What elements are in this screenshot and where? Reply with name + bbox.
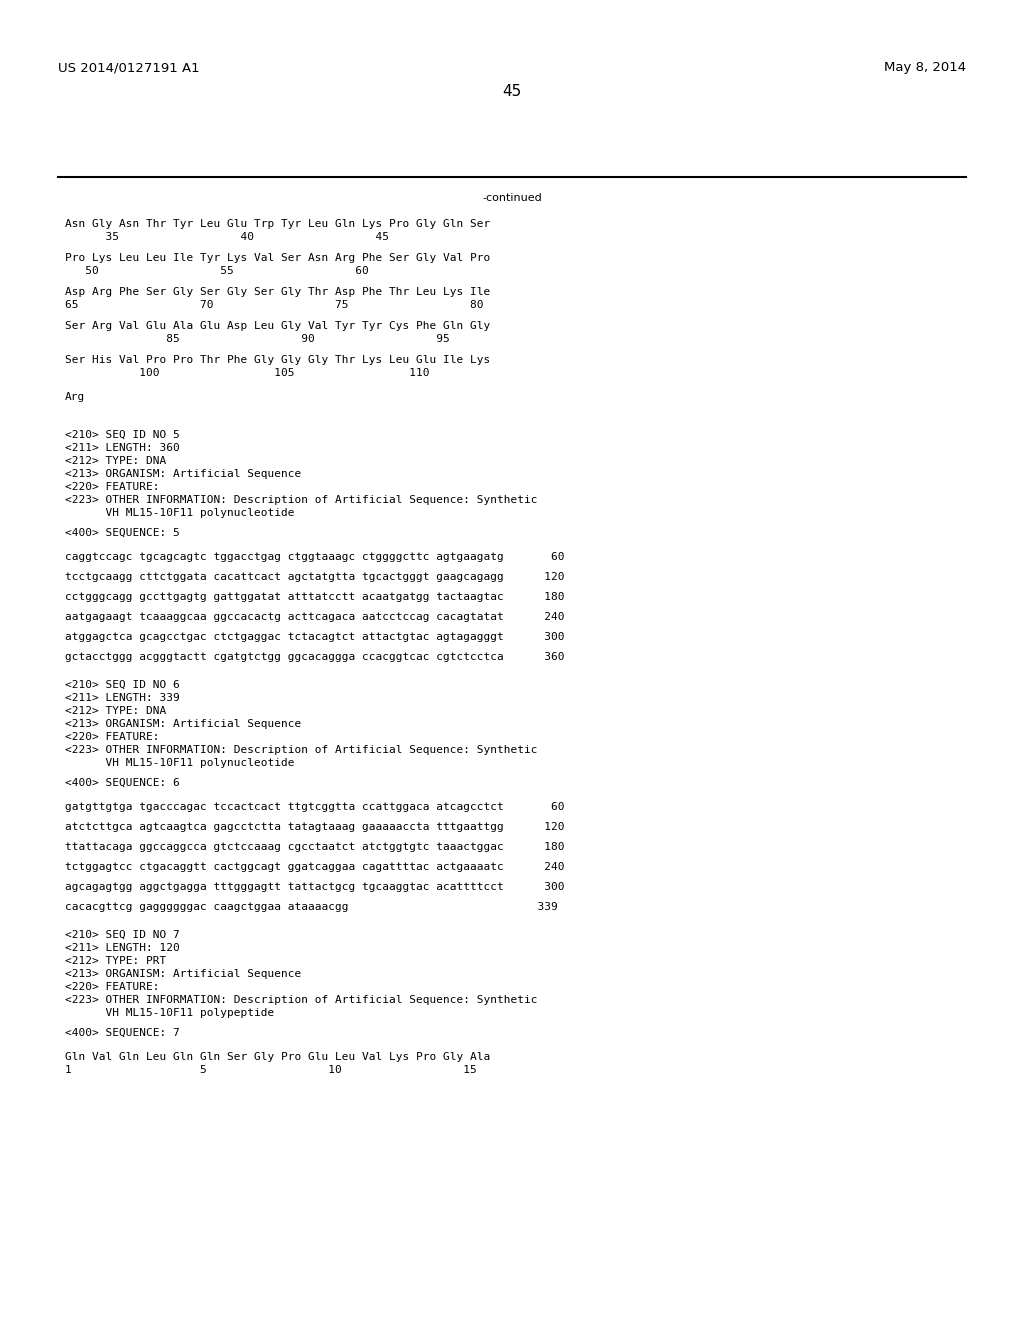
Text: <213> ORGANISM: Artificial Sequence: <213> ORGANISM: Artificial Sequence <box>65 969 301 979</box>
Text: Ser His Val Pro Pro Thr Phe Gly Gly Gly Thr Lys Leu Glu Ile Lys: Ser His Val Pro Pro Thr Phe Gly Gly Gly … <box>65 355 490 366</box>
Text: <212> TYPE: PRT: <212> TYPE: PRT <box>65 956 166 966</box>
Text: tcctgcaagg cttctggata cacattcact agctatgtta tgcactgggt gaagcagagg      120: tcctgcaagg cttctggata cacattcact agctatg… <box>65 572 564 582</box>
Text: 35                  40                  45: 35 40 45 <box>65 232 389 242</box>
Text: <210> SEQ ID NO 5: <210> SEQ ID NO 5 <box>65 430 180 440</box>
Text: gctacctggg acgggtactt cgatgtctgg ggcacaggga ccacggtcac cgtctcctca      360: gctacctggg acgggtactt cgatgtctgg ggcacag… <box>65 652 564 663</box>
Text: atctcttgca agtcaagtca gagcctctta tatagtaaag gaaaaaccta tttgaattgg      120: atctcttgca agtcaagtca gagcctctta tatagta… <box>65 822 564 832</box>
Text: VH ML15-10F11 polypeptide: VH ML15-10F11 polypeptide <box>65 1008 274 1018</box>
Text: 100                 105                 110: 100 105 110 <box>65 368 429 378</box>
Text: Asn Gly Asn Thr Tyr Leu Glu Trp Tyr Leu Gln Lys Pro Gly Gln Ser: Asn Gly Asn Thr Tyr Leu Glu Trp Tyr Leu … <box>65 219 490 228</box>
Text: cctgggcagg gccttgagtg gattggatat atttatcctt acaatgatgg tactaagtac      180: cctgggcagg gccttgagtg gattggatat atttatc… <box>65 591 564 602</box>
Text: 65                  70                  75                  80: 65 70 75 80 <box>65 300 483 310</box>
Text: cacacgttcg gaggggggac caagctggaa ataaaacgg                            339: cacacgttcg gaggggggac caagctggaa ataaaac… <box>65 902 558 912</box>
Text: Arg: Arg <box>65 392 85 403</box>
Text: Gln Val Gln Leu Gln Gln Ser Gly Pro Glu Leu Val Lys Pro Gly Ala: Gln Val Gln Leu Gln Gln Ser Gly Pro Glu … <box>65 1052 490 1063</box>
Text: <220> FEATURE:: <220> FEATURE: <box>65 482 160 492</box>
Text: <220> FEATURE:: <220> FEATURE: <box>65 733 160 742</box>
Text: <211> LENGTH: 120: <211> LENGTH: 120 <box>65 942 180 953</box>
Text: ttattacaga ggccaggcca gtctccaaag cgcctaatct atctggtgtc taaactggac      180: ttattacaga ggccaggcca gtctccaaag cgcctaa… <box>65 842 564 851</box>
Text: <400> SEQUENCE: 5: <400> SEQUENCE: 5 <box>65 528 180 539</box>
Text: 85                  90                  95: 85 90 95 <box>65 334 450 345</box>
Text: aatgagaagt tcaaaggcaa ggccacactg acttcagaca aatcctccag cacagtatat      240: aatgagaagt tcaaaggcaa ggccacactg acttcag… <box>65 612 564 622</box>
Text: <211> LENGTH: 360: <211> LENGTH: 360 <box>65 444 180 453</box>
Text: Ser Arg Val Glu Ala Glu Asp Leu Gly Val Tyr Tyr Cys Phe Gln Gly: Ser Arg Val Glu Ala Glu Asp Leu Gly Val … <box>65 321 490 331</box>
Text: <220> FEATURE:: <220> FEATURE: <box>65 982 160 993</box>
Text: <223> OTHER INFORMATION: Description of Artificial Sequence: Synthetic: <223> OTHER INFORMATION: Description of … <box>65 495 538 506</box>
Text: VH ML15-10F11 polynucleotide: VH ML15-10F11 polynucleotide <box>65 758 295 768</box>
Text: VH ML15-10F11 polynucleotide: VH ML15-10F11 polynucleotide <box>65 508 295 517</box>
Text: <223> OTHER INFORMATION: Description of Artificial Sequence: Synthetic: <223> OTHER INFORMATION: Description of … <box>65 744 538 755</box>
Text: 45: 45 <box>503 84 521 99</box>
Text: <212> TYPE: DNA: <212> TYPE: DNA <box>65 706 166 715</box>
Text: 1                   5                  10                  15: 1 5 10 15 <box>65 1065 477 1074</box>
Text: US 2014/0127191 A1: US 2014/0127191 A1 <box>58 62 200 74</box>
Text: <211> LENGTH: 339: <211> LENGTH: 339 <box>65 693 180 704</box>
Text: 50                  55                  60: 50 55 60 <box>65 267 369 276</box>
Text: <223> OTHER INFORMATION: Description of Artificial Sequence: Synthetic: <223> OTHER INFORMATION: Description of … <box>65 995 538 1005</box>
Text: atggagctca gcagcctgac ctctgaggac tctacagtct attactgtac agtagagggt      300: atggagctca gcagcctgac ctctgaggac tctacag… <box>65 632 564 642</box>
Text: <212> TYPE: DNA: <212> TYPE: DNA <box>65 455 166 466</box>
Text: <210> SEQ ID NO 6: <210> SEQ ID NO 6 <box>65 680 180 690</box>
Text: <400> SEQUENCE: 6: <400> SEQUENCE: 6 <box>65 777 180 788</box>
Text: gatgttgtga tgacccagac tccactcact ttgtcggtta ccattggaca atcagcctct       60: gatgttgtga tgacccagac tccactcact ttgtcgg… <box>65 803 564 812</box>
Text: <213> ORGANISM: Artificial Sequence: <213> ORGANISM: Artificial Sequence <box>65 719 301 729</box>
Text: Asp Arg Phe Ser Gly Ser Gly Ser Gly Thr Asp Phe Thr Leu Lys Ile: Asp Arg Phe Ser Gly Ser Gly Ser Gly Thr … <box>65 286 490 297</box>
Text: Pro Lys Leu Leu Ile Tyr Lys Val Ser Asn Arg Phe Ser Gly Val Pro: Pro Lys Leu Leu Ile Tyr Lys Val Ser Asn … <box>65 253 490 263</box>
Text: agcagagtgg aggctgagga tttgggagtt tattactgcg tgcaaggtac acattttcct      300: agcagagtgg aggctgagga tttgggagtt tattact… <box>65 882 564 892</box>
Text: May 8, 2014: May 8, 2014 <box>884 62 966 74</box>
Text: caggtccagc tgcagcagtc tggacctgag ctggtaaagc ctggggcttc agtgaagatg       60: caggtccagc tgcagcagtc tggacctgag ctggtaa… <box>65 552 564 562</box>
Text: <210> SEQ ID NO 7: <210> SEQ ID NO 7 <box>65 931 180 940</box>
Text: -continued: -continued <box>482 193 542 203</box>
Text: tctggagtcc ctgacaggtt cactggcagt ggatcaggaa cagattttac actgaaaatc      240: tctggagtcc ctgacaggtt cactggcagt ggatcag… <box>65 862 564 873</box>
Text: <213> ORGANISM: Artificial Sequence: <213> ORGANISM: Artificial Sequence <box>65 469 301 479</box>
Text: <400> SEQUENCE: 7: <400> SEQUENCE: 7 <box>65 1028 180 1038</box>
